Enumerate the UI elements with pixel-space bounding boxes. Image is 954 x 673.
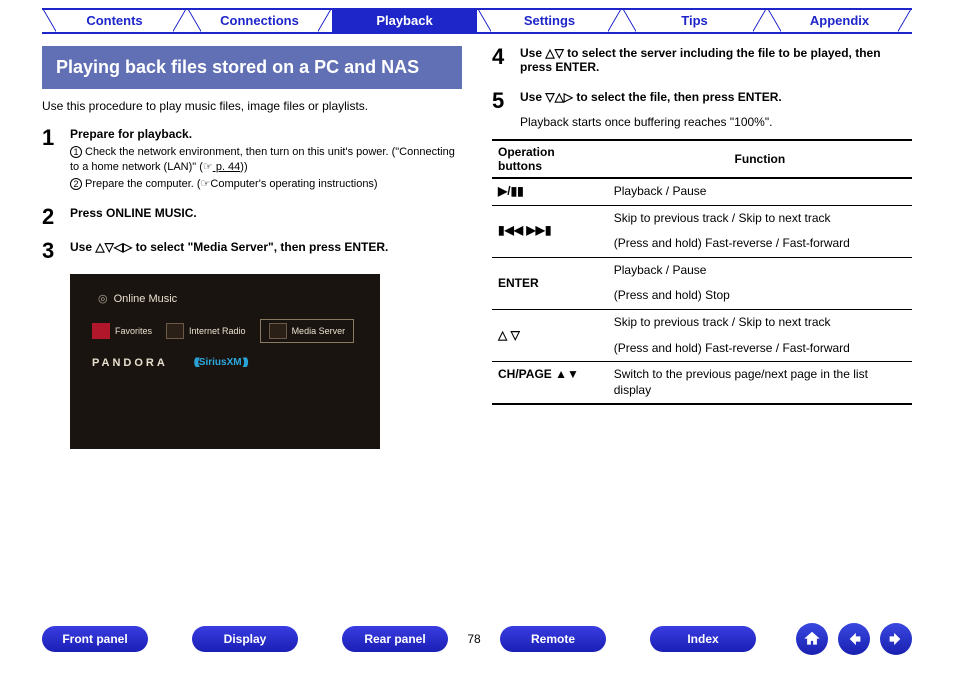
tab-tips[interactable]: Tips (622, 8, 767, 34)
step-heading: Use ▽△▷ to select the file, then press E… (520, 90, 912, 104)
step-number: 4 (492, 46, 520, 78)
step-1: 1 Prepare for playback. 1Check the netwo… (42, 127, 462, 194)
tab-playback[interactable]: Playback (332, 8, 477, 34)
osm-internet-radio: Internet Radio (166, 323, 246, 339)
tab-appendix[interactable]: Appendix (767, 8, 912, 34)
bottom-nav: Front panel Display Rear panel 78 Remote… (0, 623, 954, 655)
operations-table: Operation buttons Function ▶/▮▮Playback … (492, 139, 912, 405)
playback-note: Playback starts once buffering reaches "… (520, 115, 912, 129)
next-page-button[interactable] (880, 623, 912, 655)
circled-1-icon: 1 (70, 146, 82, 158)
pill-rear-panel[interactable]: Rear panel (342, 626, 448, 652)
step-heading: Use △▽◁▷ to select "Media Server", then … (70, 240, 462, 254)
step-number: 3 (42, 240, 70, 262)
left-column: Playing back files stored on a PC and NA… (42, 46, 462, 449)
step-2: 2 Press ONLINE MUSIC. (42, 206, 462, 228)
op-val: Skip to previous track / Skip to next tr… (608, 205, 912, 231)
op-val: (Press and hold) Fast-reverse / Fast-for… (608, 231, 912, 257)
step-heading: Prepare for playback. (70, 127, 462, 141)
prev-page-button[interactable] (838, 623, 870, 655)
tab-settings[interactable]: Settings (477, 8, 622, 34)
pill-display[interactable]: Display (192, 626, 298, 652)
pill-index[interactable]: Index (650, 626, 756, 652)
intro-text: Use this procedure to play music files, … (42, 99, 462, 113)
op-val: (Press and hold) Fast-reverse / Fast-for… (608, 336, 912, 362)
osm-favorites: Favorites (92, 323, 152, 339)
step-5: 5 Use ▽△▷ to select the file, then press… (492, 90, 912, 112)
page-ref-link[interactable]: p. 44 (213, 161, 241, 173)
substep-a: 1Check the network environment, then tur… (70, 145, 462, 175)
step-heading: Use △▽ to select the server including th… (520, 46, 912, 74)
arrow-left-icon (845, 630, 863, 648)
siriusxm-logo: SiriusXM (194, 357, 247, 368)
top-nav: Contents Connections Playback Settings T… (0, 0, 954, 34)
home-icon (803, 630, 821, 648)
op-key: ▶/▮▮ (492, 178, 608, 205)
pandora-logo: PANDORA (92, 357, 168, 369)
tab-connections[interactable]: Connections (187, 8, 332, 34)
step-number: 5 (492, 90, 520, 112)
pill-front-panel[interactable]: Front panel (42, 626, 148, 652)
online-music-screenshot: Online Music Favorites Internet Radio Me… (70, 274, 380, 449)
op-val: Switch to the previous page/next page in… (608, 362, 912, 405)
osm-media-server: Media Server (260, 319, 355, 343)
step-4: 4 Use △▽ to select the server including … (492, 46, 912, 78)
substep-b: 2Prepare the computer. (☞Computer's oper… (70, 177, 462, 192)
arrow-right-icon (887, 630, 905, 648)
op-key: △ ▽ (492, 309, 608, 361)
op-val: Skip to previous track / Skip to next tr… (608, 309, 912, 335)
radio-icon (166, 323, 184, 339)
op-val: Playback / Pause (608, 257, 912, 283)
col-operation-buttons: Operation buttons (492, 140, 608, 178)
home-button[interactable] (796, 623, 828, 655)
server-icon (269, 323, 287, 339)
op-key: ▮◀◀ ▶▶▮ (492, 205, 608, 257)
pill-remote[interactable]: Remote (500, 626, 606, 652)
op-val: Playback / Pause (608, 178, 912, 205)
circled-2-icon: 2 (70, 178, 82, 190)
step-number: 1 (42, 127, 70, 194)
right-column: 4 Use △▽ to select the server including … (492, 46, 912, 449)
op-val: (Press and hold) Stop (608, 283, 912, 309)
op-key: ENTER (492, 257, 608, 309)
osm-title: Online Music (98, 292, 358, 305)
page-number: 78 (452, 632, 496, 646)
step-heading: Press ONLINE MUSIC. (70, 206, 462, 220)
step-3: 3 Use △▽◁▷ to select "Media Server", the… (42, 240, 462, 262)
tab-contents[interactable]: Contents (42, 8, 187, 34)
col-function: Function (608, 140, 912, 178)
heart-icon (92, 323, 110, 339)
step-number: 2 (42, 206, 70, 228)
op-key: CH/PAGE ▲▼ (492, 362, 608, 405)
section-title: Playing back files stored on a PC and NA… (42, 46, 462, 89)
